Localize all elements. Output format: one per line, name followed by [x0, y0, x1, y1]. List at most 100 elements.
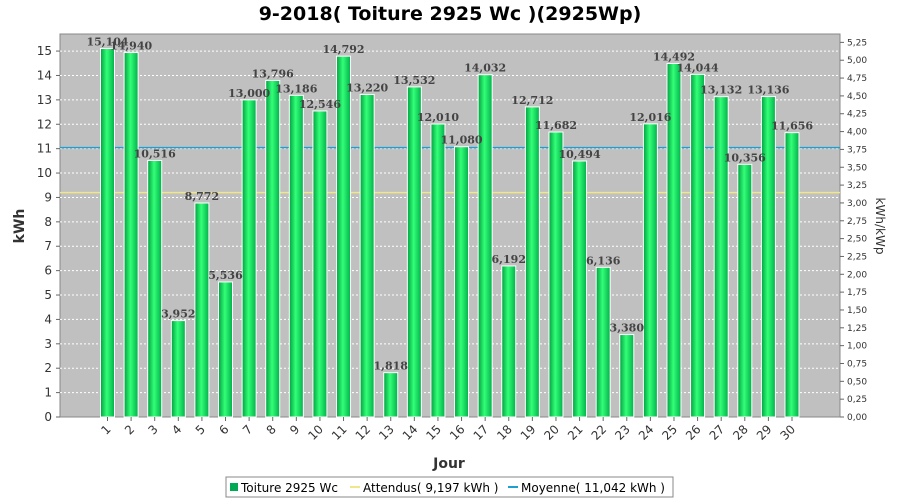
bar-day-18	[501, 265, 517, 418]
x-tick-label: 4	[169, 422, 184, 437]
bar-day-4	[170, 320, 186, 418]
x-tick-label: 3	[146, 422, 161, 437]
y2-axis-label: kWh/kWp	[873, 198, 887, 255]
data-label-day-4: 3,952	[161, 308, 195, 321]
x-tick-label: 21	[565, 422, 586, 443]
bar-day-15	[430, 123, 446, 418]
y2-tick-label: 1,00	[847, 342, 867, 352]
data-label-day-13: 1,818	[374, 360, 409, 373]
y2-tick-label: 1,25	[847, 324, 867, 334]
data-label-day-14: 13,532	[393, 74, 435, 87]
x-tick-label: 10	[305, 422, 326, 443]
y-axis-label: kWh	[12, 209, 28, 244]
data-label-day-27: 13,132	[700, 84, 742, 97]
chart-title: 9-2018( Toiture 2925 Wc )(2925Wp)	[259, 3, 642, 25]
y-tick-label: 14	[37, 68, 52, 82]
x-tick-label: 22	[589, 422, 610, 443]
y-tick-label: 3	[44, 337, 52, 351]
grid-lines	[60, 50, 840, 394]
y2-tick-label: 3,25	[847, 181, 867, 191]
data-label-day-26: 14,044	[677, 61, 719, 74]
bar-day-24	[642, 123, 658, 418]
reference-lines	[60, 146, 840, 194]
bar-day-26	[690, 73, 706, 418]
data-label-day-25: 14,492	[653, 50, 695, 63]
data-label-day-3: 10,516	[134, 147, 176, 160]
bar-day-1	[100, 48, 115, 418]
x-tick-label: 29	[754, 422, 775, 443]
data-label-day-2: 14,940	[110, 40, 152, 53]
y-tick-label: 1	[44, 386, 52, 400]
y-tick-label: 5	[44, 288, 52, 302]
legend: Toiture 2925 Wc Attendus( 9,197 kWh ) Mo…	[225, 476, 674, 498]
data-label-day-19: 12,712	[511, 94, 553, 107]
x-axis-label: Jour	[432, 456, 465, 472]
y2-tick-label: 5,25	[847, 38, 867, 48]
bar-day-10	[312, 110, 328, 418]
x-tick-label: 1	[98, 422, 113, 437]
bar-day-6	[218, 281, 234, 418]
bar-day-13	[383, 372, 399, 418]
bar-day-2	[123, 52, 139, 418]
y2-tick-label: 4,50	[847, 92, 867, 102]
y2-tick-label: 4,00	[847, 128, 867, 138]
x-tick-label: 27	[707, 422, 728, 443]
bar-day-5	[194, 202, 210, 418]
y2-tick-label: 3,00	[847, 199, 867, 209]
x-tick-label: 28	[730, 422, 751, 443]
y-tick-label: 12	[37, 117, 52, 131]
x-tick-label: 11	[329, 422, 350, 443]
y2-tick-label: 5,00	[847, 56, 867, 66]
plot-area	[59, 33, 841, 418]
data-label-day-11: 14,792	[322, 43, 364, 56]
x-tick-label: 16	[447, 422, 468, 443]
x-tick-label: 25	[659, 422, 680, 443]
y-tick-label: 0	[44, 410, 52, 424]
bar-day-29	[760, 96, 776, 418]
data-label-day-12: 13,220	[346, 81, 388, 94]
y2-tick-label: 3,75	[847, 145, 867, 155]
y2-tick-label: 3,50	[847, 163, 867, 173]
data-label-day-8: 13,796	[252, 67, 294, 80]
x-tick-label: 30	[777, 422, 798, 443]
y-axis-right-ticks: 0,00 0,25 0,50 0,75 1,00 1,25 1,50 1,75 2,00 2,25…	[840, 38, 867, 423]
x-tick-label: 12	[353, 422, 374, 443]
x-tick-label: 24	[636, 422, 657, 443]
x-tick-label: 2	[122, 422, 137, 437]
data-label-day-9: 13,186	[275, 82, 317, 95]
x-tick-label: 23	[612, 422, 633, 443]
y2-tick-label: 2,50	[847, 235, 867, 245]
bar-day-19	[524, 106, 540, 418]
x-tick-label: 19	[518, 422, 539, 443]
x-tick-label: 20	[541, 422, 562, 443]
bar-day-23	[619, 334, 635, 418]
x-tick-label: 18	[494, 422, 515, 443]
y2-tick-label: 2,25	[847, 252, 867, 262]
data-label-day-15: 12,010	[417, 111, 459, 124]
data-label-day-1: 15,104	[86, 36, 128, 49]
legend-swatch-bars	[230, 483, 238, 491]
data-label-day-29: 13,136	[747, 84, 789, 97]
data-label-day-7: 13,000	[228, 87, 270, 100]
bar-day-3	[147, 159, 163, 418]
y-tick-label: 9	[44, 190, 52, 204]
bars	[100, 48, 800, 418]
y2-tick-label: 1,75	[847, 288, 867, 298]
y-tick-label: 8	[44, 215, 52, 229]
y2-tick-label: 2,00	[847, 270, 867, 280]
data-label-day-16: 11,080	[440, 134, 482, 147]
y-tick-label: 15	[37, 44, 52, 58]
bar-day-12	[359, 93, 375, 418]
y2-tick-label: 1,50	[847, 306, 867, 316]
bar-day-22	[595, 266, 611, 418]
data-label-day-17: 14,032	[464, 62, 506, 75]
bar-day-20	[548, 131, 564, 418]
x-tick-label: 26	[683, 422, 704, 443]
y2-tick-label: 0,00	[847, 413, 867, 423]
data-label-day-20: 11,682	[535, 119, 577, 132]
x-tick-label: 8	[264, 422, 279, 437]
y-tick-label: 11	[37, 142, 52, 156]
